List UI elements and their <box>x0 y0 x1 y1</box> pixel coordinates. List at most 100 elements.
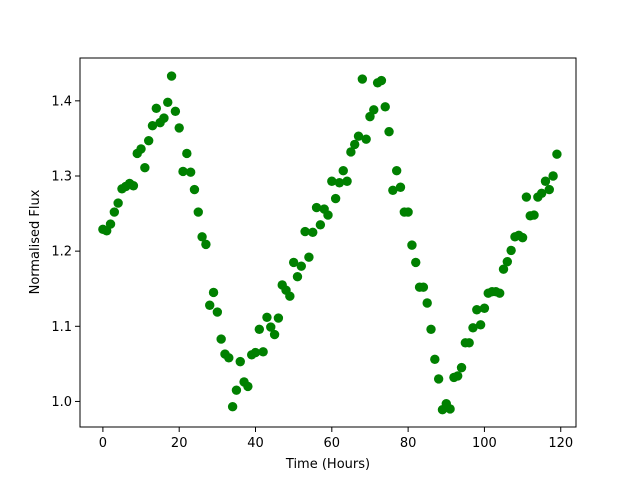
data-point <box>327 176 337 186</box>
y-tick-label: 1.2 <box>51 245 72 260</box>
data-point <box>540 176 551 186</box>
data-point <box>201 239 211 250</box>
data-point <box>502 256 513 267</box>
data-point <box>346 147 356 157</box>
data-point <box>380 102 390 112</box>
data-point <box>269 329 280 340</box>
x-tick-label: 60 <box>324 436 341 451</box>
x-axis-label: Time (Hours) <box>285 457 370 472</box>
data-point <box>212 307 223 317</box>
y-tick-label: 1.1 <box>51 320 72 335</box>
data-point <box>388 185 398 195</box>
data-point <box>128 181 139 191</box>
data-point <box>384 126 394 137</box>
data-point <box>227 402 238 412</box>
data-point <box>353 131 364 141</box>
data-point <box>296 261 306 271</box>
data-point <box>315 220 326 230</box>
data-point <box>422 298 432 308</box>
data-point <box>166 71 177 81</box>
data-point <box>105 219 116 229</box>
data-point <box>552 149 562 159</box>
data-point <box>193 207 203 217</box>
y-tick-label: 1.3 <box>51 169 72 184</box>
y-axis-label: Normalised Flux <box>28 189 43 294</box>
data-point <box>136 144 146 154</box>
data-point <box>361 134 371 144</box>
data-point <box>182 148 192 159</box>
data-point <box>113 198 123 208</box>
data-point <box>300 226 310 237</box>
data-point <box>288 257 299 268</box>
data-point <box>544 184 554 195</box>
data-point <box>140 163 150 173</box>
data-point <box>254 324 265 334</box>
data-point <box>109 207 120 217</box>
data-point <box>308 227 318 238</box>
data-point <box>243 381 253 392</box>
x-tick-label: 120 <box>548 436 573 451</box>
data-point <box>159 113 169 123</box>
data-point <box>334 178 345 188</box>
data-point <box>147 120 158 131</box>
data-point <box>174 123 184 133</box>
data-point <box>376 75 387 86</box>
data-point <box>506 245 516 256</box>
data-point <box>411 257 421 268</box>
data-point <box>189 184 200 195</box>
data-point <box>285 291 295 301</box>
data-point <box>494 288 505 298</box>
data-point <box>250 347 261 358</box>
data-point <box>453 371 463 381</box>
data-point <box>430 354 440 365</box>
data-point <box>231 385 242 395</box>
data-point <box>407 240 417 250</box>
data-point <box>395 182 406 192</box>
data-point <box>224 353 234 363</box>
x-axis-ticks: 0 20 40 60 80 100 120 <box>99 427 573 451</box>
data-point <box>304 252 314 262</box>
data-point <box>163 97 173 108</box>
data-point <box>357 74 368 84</box>
x-tick-label: 80 <box>400 436 417 451</box>
y-tick-label: 1.4 <box>51 94 72 109</box>
data-point <box>426 324 436 334</box>
data-point <box>464 338 474 348</box>
data-point <box>479 303 490 313</box>
data-point <box>548 171 558 181</box>
data-point <box>143 135 154 146</box>
y-tick-label: 1.0 <box>51 395 72 410</box>
data-point <box>262 312 272 322</box>
data-point <box>342 176 352 186</box>
data-point <box>521 192 532 202</box>
x-tick-label: 0 <box>99 436 107 451</box>
data-point <box>178 166 188 177</box>
data-point <box>323 210 333 220</box>
data-point <box>475 320 486 330</box>
data-point <box>536 188 547 198</box>
data-point <box>258 347 268 357</box>
data-point <box>472 305 482 315</box>
data-point <box>235 356 245 367</box>
data-point <box>151 103 162 114</box>
plot-frame <box>79 57 577 428</box>
data-point <box>205 300 215 310</box>
data-point <box>185 167 196 177</box>
data-point <box>208 287 219 298</box>
data-point <box>292 271 303 282</box>
data-point <box>369 105 379 115</box>
data-point <box>468 323 478 333</box>
data-point <box>266 322 276 332</box>
data-point <box>445 404 455 414</box>
data-point <box>498 264 509 274</box>
x-tick-label: 100 <box>472 436 497 451</box>
data-point <box>529 210 539 220</box>
x-tick-label: 40 <box>247 436 264 451</box>
data-point <box>216 334 226 344</box>
data-point <box>391 166 402 176</box>
y-axis-ticks: 1.0 1.1 1.2 1.3 1.4 <box>51 94 80 410</box>
data-point <box>170 106 181 117</box>
data-point <box>433 374 444 384</box>
data-point <box>456 362 467 373</box>
